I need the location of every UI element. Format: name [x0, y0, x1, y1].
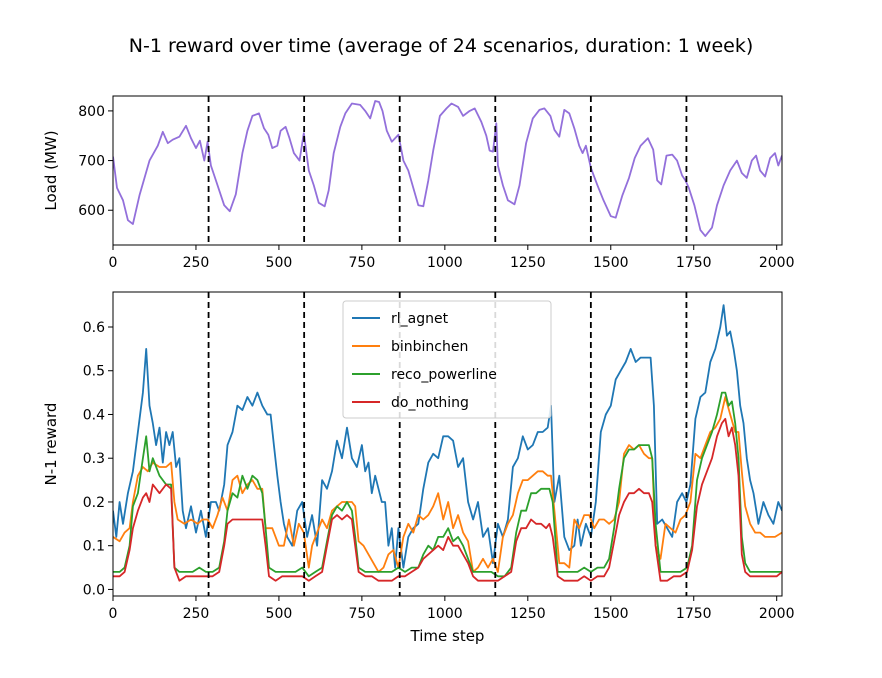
- y-tick-label: 0.5: [83, 364, 105, 380]
- x-tick-label: 1250: [510, 606, 546, 622]
- y-axis-label: Load (MW): [42, 130, 60, 210]
- legend-frame: [342, 300, 552, 419]
- legend: rl_agnet binbinchen reco_powerline do_nothi…: [342, 300, 552, 419]
- y-tick-label: 600: [78, 203, 105, 219]
- y-tick-label: 0.6: [83, 320, 105, 336]
- x-tick-label: 2000: [759, 255, 795, 271]
- y-tick-label: 0.1: [83, 539, 105, 555]
- x-tick-label: 250: [183, 606, 210, 622]
- x-tick-label: 0: [109, 606, 118, 622]
- reward-subplot: 0 250 500 750 1000 1250 1500 1750 2000 0.0 0.1 0.2 0…: [42, 291, 795, 645]
- series-line-binbinchen: [113, 396, 782, 573]
- y-tick-label: 0.4: [83, 407, 105, 423]
- load-plot-area: [113, 96, 782, 245]
- legend-label-rl_agnet: rl_agnet: [391, 311, 449, 327]
- legend-label-do_nothing: do_nothing: [391, 395, 469, 411]
- y-axis-label: N-1 reward: [42, 403, 60, 486]
- x-tick-label: 1500: [593, 606, 629, 622]
- x-tick-label: 2000: [759, 606, 795, 622]
- load-axes-frame: [112, 95, 783, 246]
- load-subplot: 0 250 500 750 1000 1250 1500 1750 2000 600 700 800 L…: [42, 95, 795, 271]
- x-tick-label: 750: [349, 606, 376, 622]
- legend-label-binbinchen: binbinchen: [391, 339, 468, 355]
- chart-title: N-1 reward over time (average of 24 scen…: [129, 35, 754, 57]
- reward-plot-area: [113, 292, 782, 596]
- y-tick-label: 0.3: [83, 451, 105, 467]
- x-tick-label: 500: [266, 255, 293, 271]
- x-tick-label: 500: [266, 606, 293, 622]
- y-tick-label: 0.0: [83, 582, 105, 598]
- x-axis-label: Time step: [410, 627, 485, 645]
- x-tick-label: 750: [349, 255, 376, 271]
- series-line-rl_agnet: [113, 304, 782, 569]
- reward-axes-frame: [112, 291, 783, 597]
- series-line-load: [113, 100, 782, 237]
- y-tick-label: 0.2: [83, 495, 105, 511]
- x-tick-label: 250: [183, 255, 210, 271]
- x-tick-label: 0: [109, 255, 118, 271]
- x-tick-label: 1000: [427, 255, 463, 271]
- series-line-do_nothing: [113, 417, 782, 582]
- y-tick-label: 800: [78, 104, 105, 120]
- x-tick-label: 1250: [510, 255, 546, 271]
- legend-label-reco_powerline: reco_powerline: [391, 367, 497, 383]
- x-tick-label: 1500: [593, 255, 629, 271]
- x-tick-label: 1750: [676, 255, 712, 271]
- x-tick-label: 1000: [427, 606, 463, 622]
- y-tick-label: 700: [78, 154, 105, 170]
- series-line-reco_powerline: [113, 391, 782, 578]
- x-tick-label: 1750: [676, 606, 712, 622]
